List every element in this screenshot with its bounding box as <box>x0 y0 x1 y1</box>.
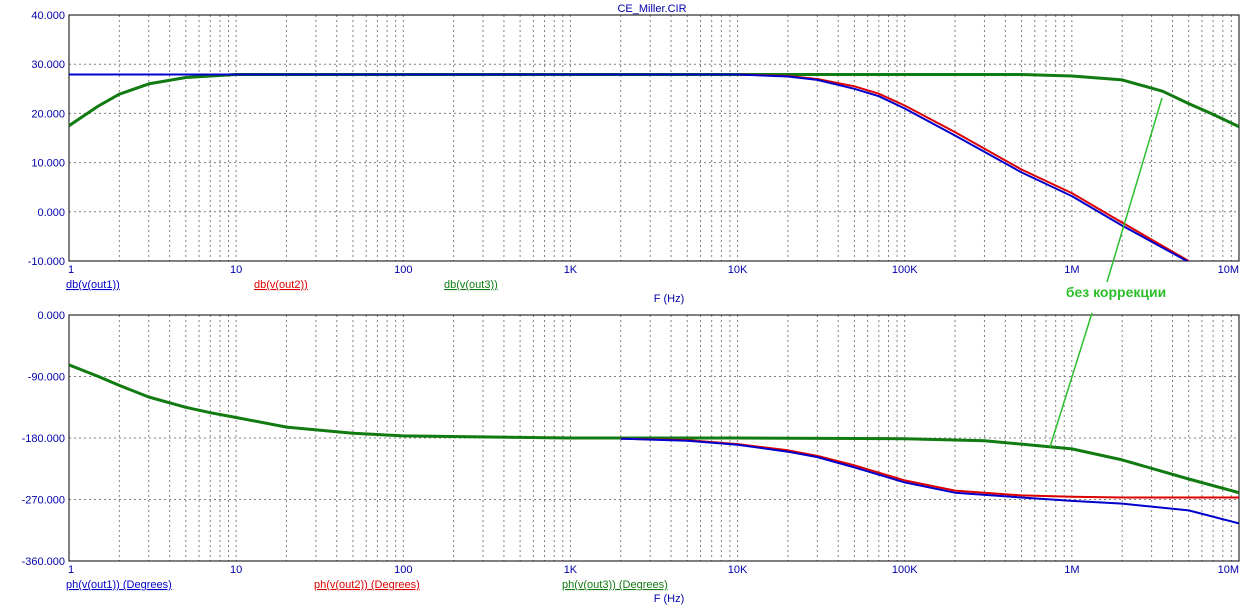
plot-frame <box>68 14 1240 262</box>
x-tick-label: 100K <box>892 564 918 576</box>
x-tick-label: 10 <box>230 564 242 576</box>
x-axis-label: F (Hz) <box>654 293 685 305</box>
y-tick-label: 30.000 <box>31 59 65 71</box>
y-tick-label: -360.000 <box>22 556 65 568</box>
legend-label-1: ph(v(out1)) (Degrees) <box>66 579 172 591</box>
series-line-mag-3 <box>69 73 1239 129</box>
x-tick-label: 10M <box>1218 264 1239 276</box>
y-tick-label: -180.000 <box>22 433 65 445</box>
annotation-pointer-bottom <box>1049 312 1093 448</box>
x-tick-label: 1K <box>564 264 578 276</box>
y-tick-label: 0.000 <box>37 207 65 219</box>
plot-frame <box>68 314 1240 562</box>
y-tick-label: -270.000 <box>22 495 65 507</box>
x-tick-label: 1 <box>68 564 74 576</box>
x-tick-label: 100 <box>394 564 412 576</box>
legend-label-3: db(v(out3)) <box>444 279 498 291</box>
legend-label-3: ph(v(out3)) (Degrees) <box>562 579 668 591</box>
legend-label-1: db(v(out1)) <box>66 279 120 291</box>
chart-title: CE_Miller.CIR <box>617 3 686 15</box>
x-tick-label: 100 <box>394 264 412 276</box>
x-tick-label: 1 <box>68 264 74 276</box>
y-tick-label: 10.000 <box>31 158 65 170</box>
x-tick-label: 10M <box>1218 564 1239 576</box>
x-tick-label: 1K <box>564 564 578 576</box>
y-tick-label: 20.000 <box>31 108 65 120</box>
y-tick-label: -90.000 <box>28 372 65 384</box>
x-tick-label: 10K <box>728 264 748 276</box>
y-tick-label: -10.000 <box>28 256 65 268</box>
x-tick-label: 10 <box>230 264 242 276</box>
annotation-label: без коррекции <box>1066 284 1166 300</box>
series-line-mag-2 <box>69 73 1190 261</box>
x-axis-label: F (Hz) <box>654 593 685 605</box>
y-tick-label: 40.000 <box>31 10 65 22</box>
legend-label-2: ph(v(out2)) (Degrees) <box>314 579 420 591</box>
series-line-ph-3 <box>69 363 1239 495</box>
annotation-pointer-top <box>1106 97 1163 283</box>
x-tick-label: 100K <box>892 264 918 276</box>
series-line-ph-1 <box>620 437 1239 525</box>
x-tick-label: 1M <box>1064 264 1079 276</box>
series-line-mag-1 <box>69 73 1189 261</box>
x-tick-label: 1M <box>1064 564 1079 576</box>
legend-label-2: db(v(out2)) <box>254 279 308 291</box>
y-tick-label: 0.000 <box>37 310 65 322</box>
x-tick-label: 10K <box>728 564 748 576</box>
